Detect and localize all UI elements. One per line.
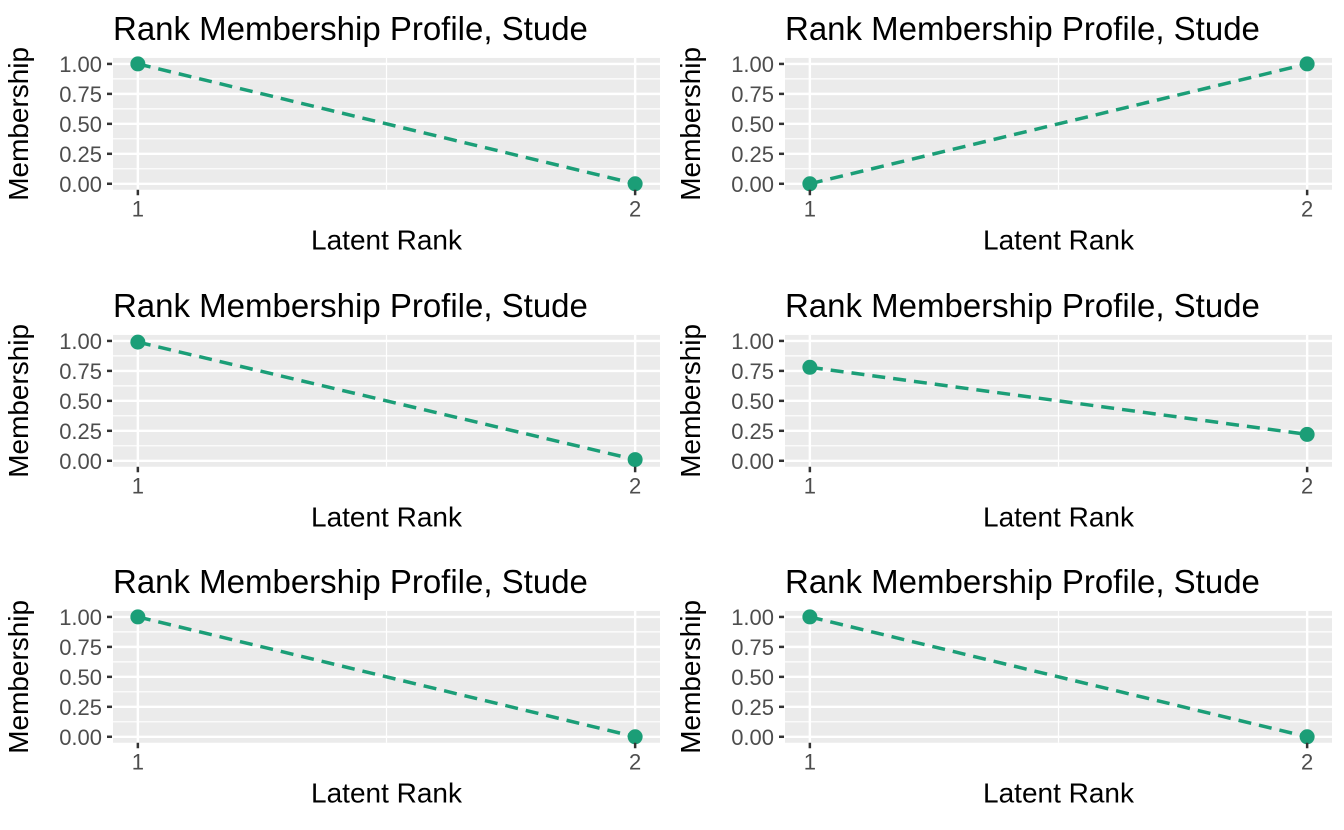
y-tick-label: 0.75 [731, 359, 774, 384]
y-axis-title: Membership [3, 47, 34, 201]
y-tick-label: 0.00 [59, 725, 102, 750]
data-point [130, 334, 146, 350]
subplot-top-left: 0.00 0.25 0.50 0.75 1.00 1 2 Latent Rank Members… [0, 0, 672, 277]
data-line [809, 62, 1308, 186]
y-tick-label: 0.50 [59, 389, 102, 414]
x-tick-label: 2 [1301, 750, 1313, 775]
y-tick-label: 1.00 [59, 329, 102, 354]
data-point [1299, 56, 1315, 72]
y-tick-label: 0.75 [59, 82, 102, 107]
subplot-middle-right: 0.00 0.25 0.50 0.75 1.00 1 2 Latent Rank Members… [672, 277, 1344, 554]
x-tick-label: 1 [132, 750, 144, 775]
x-axis-title: Latent Rank [311, 225, 463, 256]
plot-title: Rank Membership Profile, Stude [785, 563, 1260, 600]
plot-title: Rank Membership Profile, Stude [113, 563, 588, 600]
y-tick-label: 0.75 [731, 82, 774, 107]
chart-svg: 0.00 0.25 0.50 0.75 1.00 1 2 Latent Rank Members… [675, 10, 1332, 256]
x-axis-title: Latent Rank [983, 501, 1135, 532]
y-tick-label: 0.25 [731, 418, 774, 443]
y-tick-label: 1.00 [731, 605, 774, 630]
subplot-bottom-left: 0.00 0.25 0.50 0.75 1.00 1 2 Latent Rank Members… [0, 553, 672, 830]
y-axis-title: Membership [3, 324, 34, 478]
data-point [627, 729, 643, 745]
x-axis-title: Latent Rank [983, 778, 1135, 809]
subplot-bottom-right: 0.00 0.25 0.50 0.75 1.00 1 2 Latent Rank Members… [672, 553, 1344, 830]
data-point [802, 176, 818, 192]
plot-title: Rank Membership Profile, Stude [113, 287, 588, 324]
y-tick-label: 1.00 [59, 605, 102, 630]
y-tick-label: 0.00 [59, 448, 102, 473]
y-tick-label: 0.75 [59, 359, 102, 384]
data-point [627, 451, 643, 467]
y-tick-label: 0.00 [59, 172, 102, 197]
y-tick-label: 0.00 [731, 172, 774, 197]
x-tick-label: 1 [804, 750, 816, 775]
data-line [137, 62, 636, 186]
y-tick-label: 0.50 [731, 389, 774, 414]
x-tick-label: 2 [1301, 197, 1313, 222]
subplot-top-right: 0.00 0.25 0.50 0.75 1.00 1 2 Latent Rank Members… [672, 0, 1344, 277]
x-tick-label: 2 [629, 750, 641, 775]
chart-svg: 0.00 0.25 0.50 0.75 1.00 1 2 Latent Rank Members… [675, 287, 1332, 532]
y-tick-label: 0.50 [731, 665, 774, 690]
data-point [627, 176, 643, 192]
data-line [809, 615, 1308, 739]
y-tick-label: 1.00 [59, 52, 102, 77]
y-tick-label: 0.25 [731, 695, 774, 720]
chart-svg: 0.00 0.25 0.50 0.75 1.00 1 2 Latent Rank Members… [3, 10, 660, 256]
x-tick-label: 2 [629, 197, 641, 222]
x-tick-label: 1 [132, 473, 144, 498]
plot-title: Rank Membership Profile, Stude [785, 10, 1260, 47]
data-point [130, 56, 146, 72]
y-axis-title: Membership [3, 600, 34, 754]
x-axis-title: Latent Rank [311, 501, 463, 532]
y-tick-label: 0.50 [731, 112, 774, 137]
data-point [802, 609, 818, 625]
x-axis-title: Latent Rank [983, 225, 1135, 256]
data-point [1299, 426, 1315, 442]
chart-svg: 0.00 0.25 0.50 0.75 1.00 1 2 Latent Rank Members… [3, 563, 660, 809]
y-tick-label: 0.25 [731, 142, 774, 167]
y-axis-title: Membership [675, 324, 706, 478]
plot-title: Rank Membership Profile, Stude [785, 287, 1260, 324]
chart-svg: 0.00 0.25 0.50 0.75 1.00 1 2 Latent Rank Members… [675, 563, 1332, 809]
subplot-middle-left: 0.00 0.25 0.50 0.75 1.00 1 2 Latent Rank Members… [0, 277, 672, 554]
x-tick-label: 1 [804, 473, 816, 498]
y-tick-label: 0.25 [59, 142, 102, 167]
y-tick-label: 1.00 [731, 52, 774, 77]
y-tick-label: 0.00 [731, 448, 774, 473]
data-point [1299, 729, 1315, 745]
y-tick-label: 0.25 [59, 695, 102, 720]
y-tick-label: 0.50 [59, 665, 102, 690]
y-tick-label: 0.75 [731, 635, 774, 660]
x-tick-label: 1 [132, 197, 144, 222]
y-tick-label: 1.00 [731, 329, 774, 354]
chart-svg: 0.00 0.25 0.50 0.75 1.00 1 2 Latent Rank Members… [3, 287, 660, 532]
data-point [130, 609, 146, 625]
y-tick-label: 0.50 [59, 112, 102, 137]
y-tick-label: 0.00 [731, 725, 774, 750]
x-axis-title: Latent Rank [311, 778, 463, 809]
data-line [137, 340, 636, 461]
data-point [802, 359, 818, 375]
y-axis-title: Membership [675, 600, 706, 754]
y-tick-label: 0.75 [59, 635, 102, 660]
y-axis-title: Membership [675, 47, 706, 201]
data-line [137, 615, 636, 739]
y-tick-label: 0.25 [59, 418, 102, 443]
x-tick-label: 2 [629, 473, 641, 498]
x-tick-label: 2 [1301, 473, 1313, 498]
plot-title: Rank Membership Profile, Stude [113, 10, 588, 47]
x-tick-label: 1 [804, 197, 816, 222]
